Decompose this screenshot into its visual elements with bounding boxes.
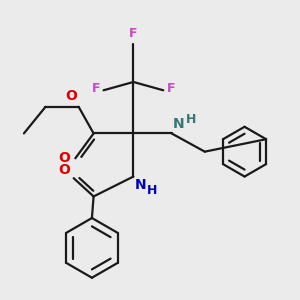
Text: H: H [185,113,196,126]
Text: O: O [65,89,77,103]
Text: N: N [135,178,147,192]
Text: O: O [58,151,70,165]
Text: O: O [58,163,70,176]
Text: H: H [147,184,157,197]
Text: N: N [173,117,185,131]
Text: F: F [92,82,100,95]
Text: F: F [167,82,175,95]
Text: F: F [129,27,138,40]
